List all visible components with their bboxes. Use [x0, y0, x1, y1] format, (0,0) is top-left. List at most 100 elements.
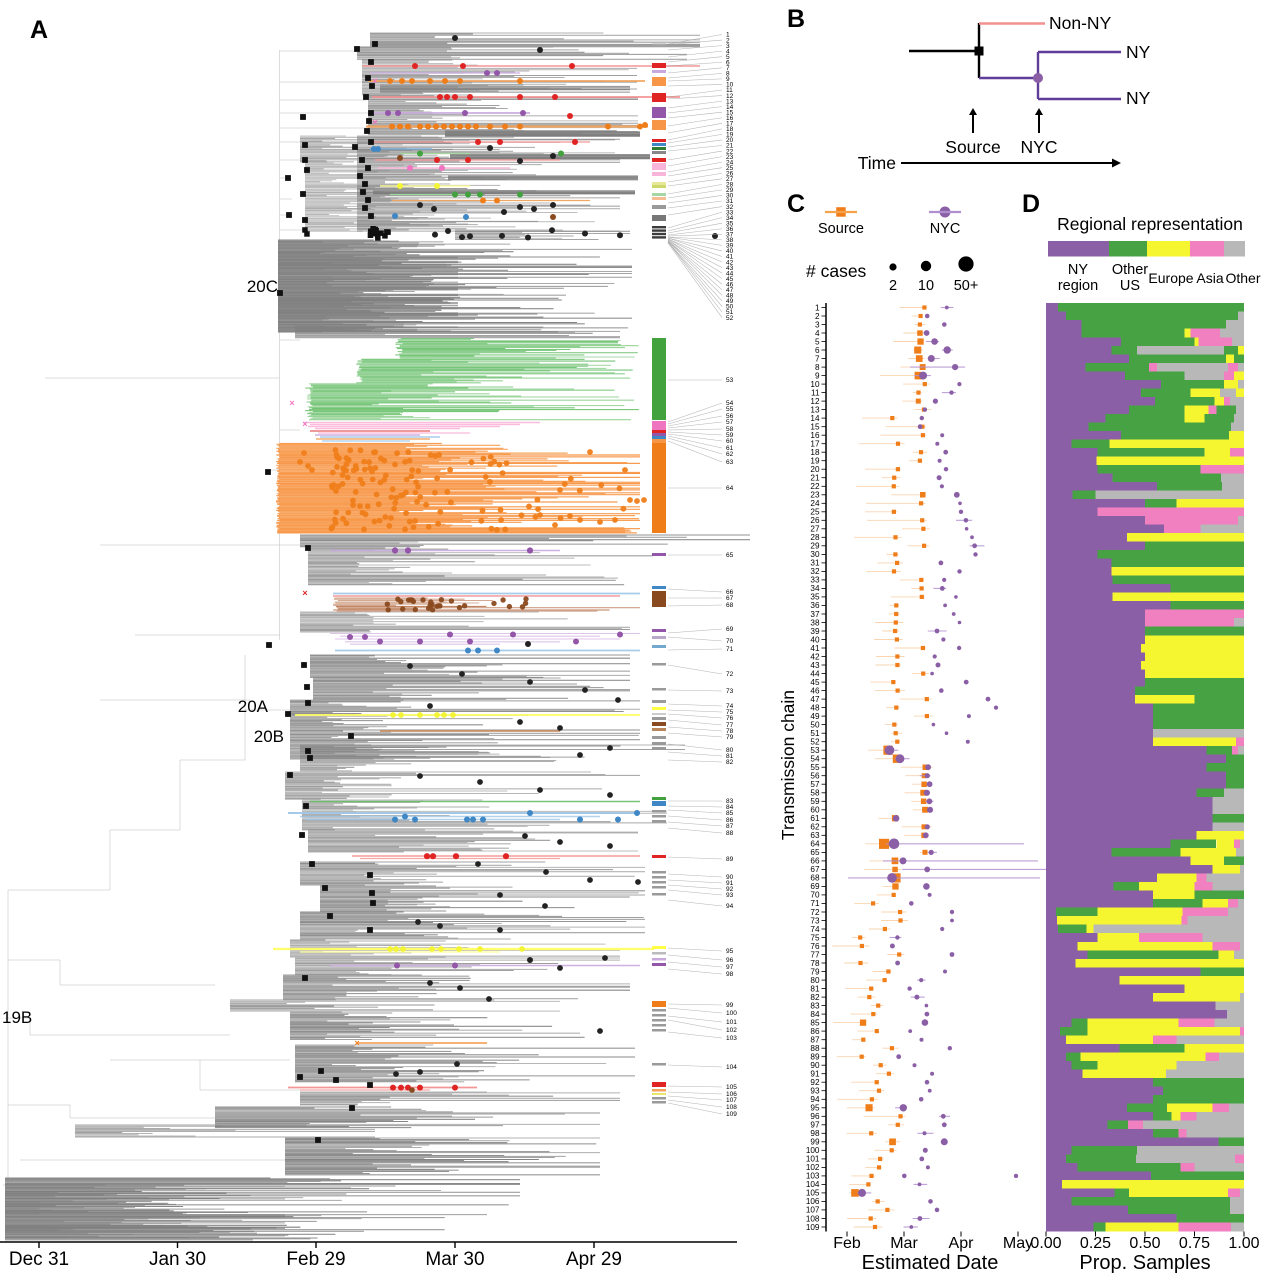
svg-text:54: 54: [810, 754, 820, 763]
svg-text:38: 38: [726, 237, 734, 244]
svg-text:57: 57: [726, 419, 734, 426]
svg-text:1: 1: [726, 32, 730, 39]
svg-text:6: 6: [726, 59, 730, 66]
svg-text:19: 19: [726, 132, 734, 139]
svg-text:20B: 20B: [254, 727, 284, 746]
svg-text:82: 82: [726, 759, 734, 766]
svg-text:A: A: [30, 16, 48, 44]
svg-text:79: 79: [810, 967, 820, 976]
svg-text:85: 85: [810, 1018, 820, 1027]
svg-text:94: 94: [810, 1095, 820, 1104]
svg-text:Source: Source: [818, 221, 864, 237]
svg-text:107: 107: [726, 1097, 737, 1104]
svg-text:53: 53: [810, 746, 820, 755]
svg-text:47: 47: [726, 287, 734, 294]
svg-text:Apr: Apr: [949, 1235, 975, 1252]
svg-text:Transmission chain: Transmission chain: [778, 690, 798, 840]
svg-text:97: 97: [726, 964, 734, 971]
svg-text:62: 62: [810, 823, 820, 832]
svg-text:1.00: 1.00: [1228, 1235, 1259, 1252]
svg-text:96: 96: [726, 957, 734, 964]
svg-text:9: 9: [726, 76, 730, 83]
svg-text:61: 61: [726, 445, 734, 452]
svg-text:78: 78: [810, 959, 820, 968]
svg-text:32: 32: [810, 567, 820, 576]
svg-text:NY: NY: [1126, 42, 1151, 62]
svg-text:77: 77: [726, 722, 734, 729]
svg-text:102: 102: [726, 1027, 737, 1034]
svg-text:85: 85: [726, 810, 734, 817]
svg-text:3: 3: [815, 320, 820, 329]
svg-text:Source: Source: [945, 137, 1000, 157]
svg-text:20A: 20A: [238, 697, 269, 716]
svg-text:98: 98: [726, 971, 734, 978]
svg-text:70: 70: [810, 891, 820, 900]
svg-text:17: 17: [726, 121, 734, 128]
svg-text:55: 55: [726, 406, 734, 413]
svg-text:70: 70: [726, 638, 734, 645]
svg-text:NY: NY: [1126, 88, 1151, 108]
svg-text:region: region: [1058, 278, 1098, 294]
svg-text:87: 87: [810, 1035, 820, 1044]
svg-text:93: 93: [726, 892, 734, 899]
svg-text:60: 60: [726, 438, 734, 445]
svg-text:32: 32: [726, 204, 734, 211]
svg-text:77: 77: [810, 950, 820, 959]
svg-text:12: 12: [810, 397, 820, 406]
svg-text:10: 10: [726, 82, 734, 89]
svg-text:101: 101: [806, 1155, 820, 1164]
svg-text:86: 86: [810, 1027, 820, 1036]
svg-text:51: 51: [726, 309, 734, 316]
svg-text:68: 68: [810, 874, 820, 883]
svg-text:66: 66: [726, 589, 734, 596]
svg-text:65: 65: [726, 552, 734, 559]
svg-text:108: 108: [726, 1104, 737, 1111]
svg-text:50: 50: [810, 720, 820, 729]
svg-text:45: 45: [726, 276, 734, 283]
svg-text:2: 2: [815, 312, 820, 321]
svg-text:69: 69: [810, 882, 820, 891]
svg-text:35: 35: [810, 593, 820, 602]
svg-text:31: 31: [810, 559, 820, 568]
svg-text:73: 73: [726, 688, 734, 695]
svg-text:Estimated Date: Estimated Date: [862, 1252, 999, 1274]
svg-text:35: 35: [726, 220, 734, 227]
svg-text:96: 96: [810, 1112, 820, 1121]
svg-text:20C: 20C: [247, 277, 278, 296]
svg-text:75: 75: [726, 709, 734, 716]
svg-text:41: 41: [810, 644, 820, 653]
svg-text:22: 22: [810, 482, 820, 491]
svg-text:11: 11: [726, 87, 733, 94]
svg-text:62: 62: [726, 451, 734, 458]
svg-text:104: 104: [806, 1180, 820, 1189]
svg-text:47: 47: [810, 695, 820, 704]
svg-text:25: 25: [810, 508, 820, 517]
svg-text:27: 27: [726, 176, 734, 183]
svg-text:58: 58: [810, 789, 820, 798]
svg-text:74: 74: [810, 925, 820, 934]
svg-text:23: 23: [810, 491, 820, 500]
svg-text:68: 68: [726, 602, 734, 609]
svg-text:36: 36: [810, 601, 820, 610]
svg-text:83: 83: [810, 1001, 820, 1010]
svg-text:67: 67: [810, 865, 820, 874]
svg-text:50+: 50+: [954, 278, 979, 294]
svg-text:52: 52: [810, 737, 820, 746]
svg-text:92: 92: [726, 886, 734, 893]
svg-text:26: 26: [810, 516, 820, 525]
svg-text:Mar 30: Mar 30: [425, 1249, 484, 1270]
svg-text:82: 82: [810, 993, 820, 1002]
svg-text:73: 73: [810, 916, 820, 925]
svg-text:40: 40: [726, 248, 734, 255]
svg-text:78: 78: [726, 728, 734, 735]
svg-text:72: 72: [810, 908, 820, 917]
svg-text:34: 34: [726, 215, 734, 222]
svg-text:Time: Time: [858, 153, 896, 173]
svg-text:D: D: [1022, 190, 1040, 218]
svg-text:109: 109: [726, 1111, 737, 1118]
svg-text:28: 28: [726, 182, 734, 189]
svg-text:52: 52: [726, 315, 734, 322]
svg-text:91: 91: [726, 880, 734, 887]
svg-text:100: 100: [726, 1010, 737, 1017]
svg-text:107: 107: [806, 1206, 820, 1215]
